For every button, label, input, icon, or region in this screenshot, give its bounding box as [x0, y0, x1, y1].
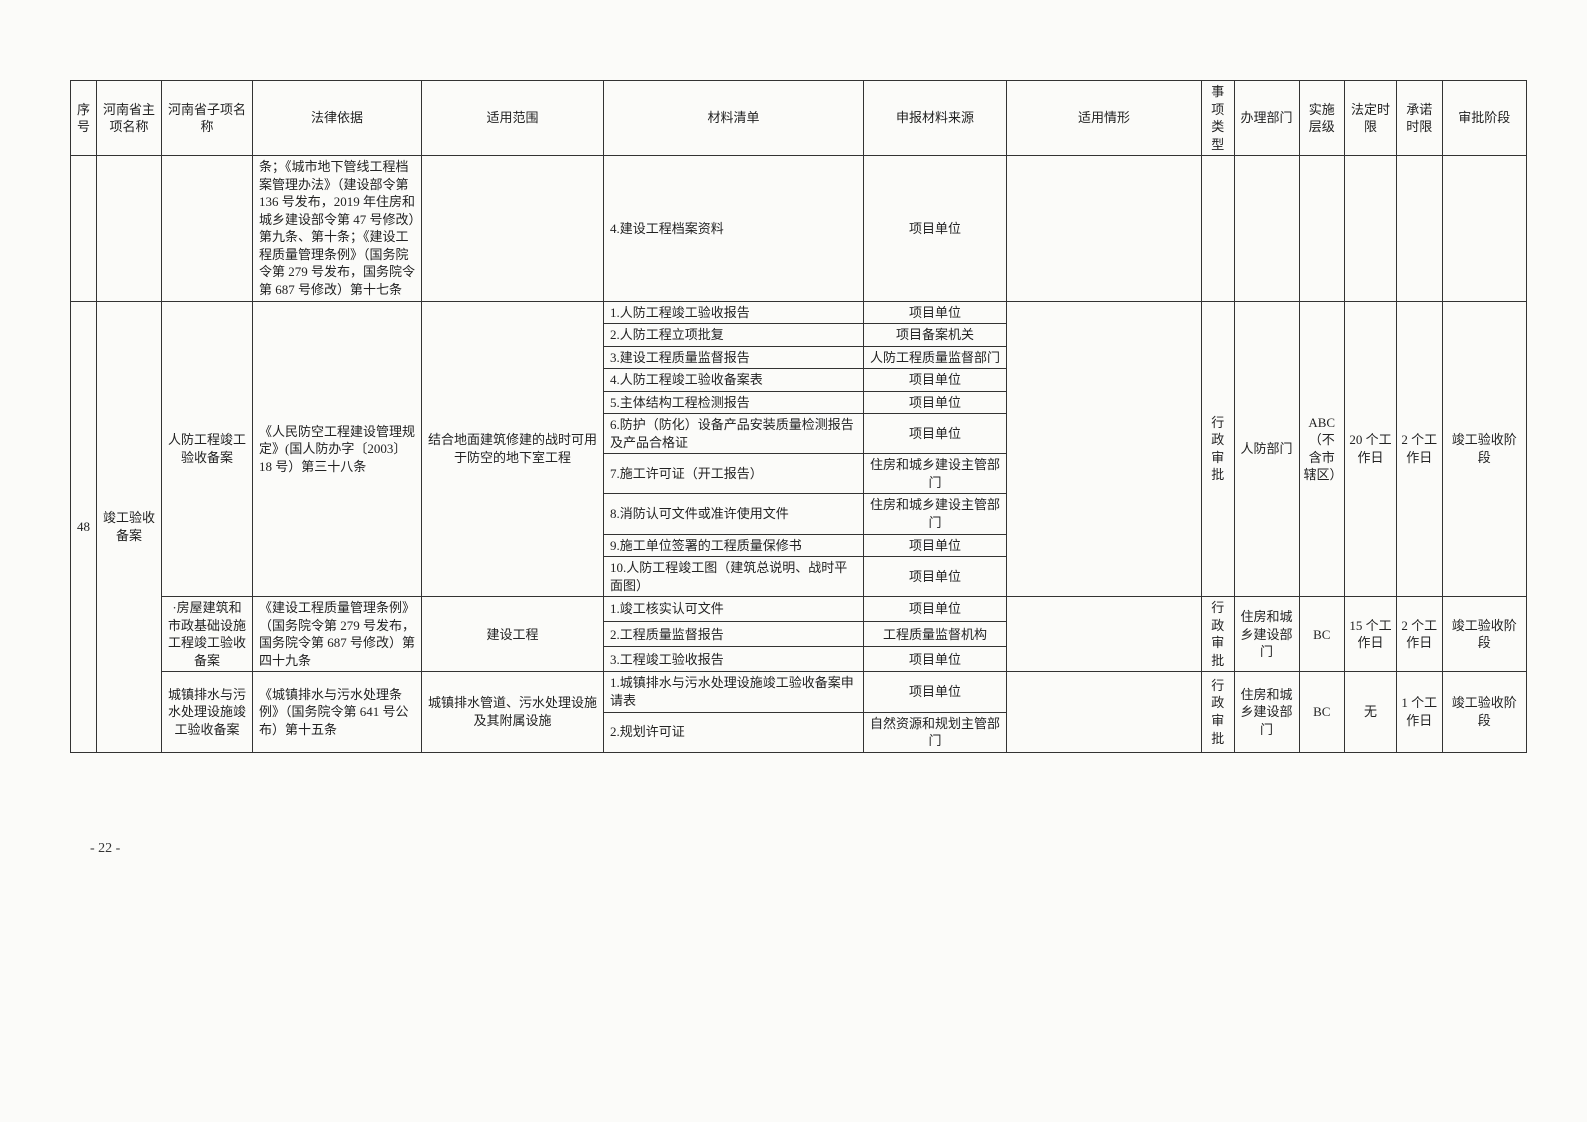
cell-main: 竣工验收备案: [97, 301, 162, 752]
cell-sub3-statutory: 无: [1345, 672, 1397, 752]
cell-sub1-type: 行政审批: [1202, 301, 1235, 597]
table-row: 城镇排水与污水处理设施竣工验收备案 《城镇排水与污水处理条例》（国务院令第 64…: [71, 672, 1527, 712]
cell-material: 10.人防工程竣工图（建筑总说明、战时平面图）: [604, 557, 864, 597]
table-row: 48 竣工验收备案 人防工程竣工验收备案 《人民防空工程建设管理规定》(国人防办…: [71, 301, 1527, 324]
cell-sub2: ·房屋建筑和市政基础设施工程竣工验收备案: [162, 597, 253, 672]
cell-material: 7.施工许可证（开工报告）: [604, 454, 864, 494]
cell-sub2-level: BC: [1299, 597, 1345, 672]
header-law: 法律依据: [253, 81, 422, 156]
cell-sub1-promise: 2 个工作日: [1397, 301, 1443, 597]
table-header-row: 序号 河南省主项名称 河南省子项名称 法律依据 适用范围 材料清单 申报材料来源…: [71, 81, 1527, 156]
cell-type-cont: [1202, 156, 1235, 301]
cell-sub2-statutory: 15 个工作日: [1345, 597, 1397, 672]
table-row: 条；《城市地下管线工程档案管理办法》（建设部令第 136 号发布，2019 年住…: [71, 156, 1527, 301]
cell-dept-cont: [1234, 156, 1299, 301]
cell-statutory-cont: [1345, 156, 1397, 301]
cell-source: 项目单位: [864, 534, 1007, 557]
header-materials: 材料清单: [604, 81, 864, 156]
cell-sub3-dept: 住房和城乡建设部门: [1234, 672, 1299, 752]
cell-sub1-statutory: 20 个工作日: [1345, 301, 1397, 597]
page-number: - 22 -: [90, 841, 120, 857]
cell-material: 1.竣工核实认可文件: [604, 597, 864, 622]
header-scope: 适用范围: [422, 81, 604, 156]
cell-seq-cont: [71, 156, 97, 301]
header-statutory: 法定时限: [1345, 81, 1397, 156]
cell-sub3-level: BC: [1299, 672, 1345, 752]
cell-source: 项目单位: [864, 597, 1007, 622]
cell-sub1-dept: 人防部门: [1234, 301, 1299, 597]
cell-source: 项目单位: [864, 414, 1007, 454]
cell-source: 项目备案机关: [864, 324, 1007, 347]
cell-sub2-type: 行政审批: [1202, 597, 1235, 672]
cell-material: 3.建设工程质量监督报告: [604, 346, 864, 369]
cell-level-cont: [1299, 156, 1345, 301]
cell-stage-cont: [1442, 156, 1527, 301]
cell-source: 住房和城乡建设主管部门: [864, 454, 1007, 494]
cell-seq: 48: [71, 301, 97, 752]
cell-source: 项目单位: [864, 391, 1007, 414]
cell-material: 1.城镇排水与污水处理设施竣工验收备案申请表: [604, 672, 864, 712]
cell-sub2-promise: 2 个工作日: [1397, 597, 1443, 672]
cell-sub2-case: [1007, 597, 1202, 672]
cell-sub3-case: [1007, 672, 1202, 752]
cell-material-cont: 4.建设工程档案资料: [604, 156, 864, 301]
cell-material: 2.工程质量监督报告: [604, 622, 864, 647]
header-main: 河南省主项名称: [97, 81, 162, 156]
header-type: 事项类型: [1202, 81, 1235, 156]
cell-sub1-case: [1007, 301, 1202, 597]
cell-material: 9.施工单位签署的工程质量保修书: [604, 534, 864, 557]
cell-sub1: 人防工程竣工验收备案: [162, 301, 253, 597]
cell-material: 6.防护（防化）设备产品安装质量检测报告及产品合格证: [604, 414, 864, 454]
cell-sub3-scope: 城镇排水管道、污水处理设施及其附属设施: [422, 672, 604, 752]
cell-material: 4.人防工程竣工验收备案表: [604, 369, 864, 392]
cell-sub1-stage: 竣工验收阶段: [1442, 301, 1527, 597]
cell-source: 人防工程质量监督部门: [864, 346, 1007, 369]
cell-sub2-law: 《建设工程质量管理条例》（国务院令第 279 号发布，国务院令第 687 号修改…: [253, 597, 422, 672]
cell-sub2-dept: 住房和城乡建设部门: [1234, 597, 1299, 672]
cell-sub2-stage: 竣工验收阶段: [1442, 597, 1527, 672]
approval-table: 序号 河南省主项名称 河南省子项名称 法律依据 适用范围 材料清单 申报材料来源…: [70, 80, 1527, 753]
cell-sub2-scope: 建设工程: [422, 597, 604, 672]
header-dept: 办理部门: [1234, 81, 1299, 156]
cell-sub3-type: 行政审批: [1202, 672, 1235, 752]
document-page: 序号 河南省主项名称 河南省子项名称 法律依据 适用范围 材料清单 申报材料来源…: [0, 0, 1587, 1122]
table-row: ·房屋建筑和市政基础设施工程竣工验收备案 《建设工程质量管理条例》（国务院令第 …: [71, 597, 1527, 622]
cell-source: 项目单位: [864, 557, 1007, 597]
cell-sub3-promise: 1 个工作日: [1397, 672, 1443, 752]
cell-source: 项目单位: [864, 369, 1007, 392]
cell-scope-cont: [422, 156, 604, 301]
cell-material: 3.工程竣工验收报告: [604, 647, 864, 672]
cell-material: 2.人防工程立项批复: [604, 324, 864, 347]
cell-main-cont: [97, 156, 162, 301]
cell-case-cont: [1007, 156, 1202, 301]
cell-sub3: 城镇排水与污水处理设施竣工验收备案: [162, 672, 253, 752]
cell-sub-cont: [162, 156, 253, 301]
cell-sub3-stage: 竣工验收阶段: [1442, 672, 1527, 752]
cell-material: 5.主体结构工程检测报告: [604, 391, 864, 414]
cell-law-cont: 条；《城市地下管线工程档案管理办法》（建设部令第 136 号发布，2019 年住…: [253, 156, 422, 301]
cell-sub1-law: 《人民防空工程建设管理规定》(国人防办字〔2003〕18 号）第三十八条: [253, 301, 422, 597]
cell-source-cont: 项目单位: [864, 156, 1007, 301]
cell-source: 项目单位: [864, 301, 1007, 324]
cell-source: 住房和城乡建设主管部门: [864, 494, 1007, 534]
cell-material: 2.规划许可证: [604, 712, 864, 752]
cell-sub1-level: ABC（不含市辖区）: [1299, 301, 1345, 597]
cell-material: 1.人防工程竣工验收报告: [604, 301, 864, 324]
cell-material: 8.消防认可文件或准许使用文件: [604, 494, 864, 534]
header-level: 实施层级: [1299, 81, 1345, 156]
header-case: 适用情形: [1007, 81, 1202, 156]
header-seq: 序号: [71, 81, 97, 156]
header-source: 申报材料来源: [864, 81, 1007, 156]
cell-source: 项目单位: [864, 647, 1007, 672]
header-stage: 审批阶段: [1442, 81, 1527, 156]
cell-source: 项目单位: [864, 672, 1007, 712]
cell-source: 自然资源和规划主管部门: [864, 712, 1007, 752]
cell-sub3-law: 《城镇排水与污水处理条例》（国务院令第 641 号公布）第十五条: [253, 672, 422, 752]
cell-sub1-scope: 结合地面建筑修建的战时可用于防空的地下室工程: [422, 301, 604, 597]
header-sub: 河南省子项名称: [162, 81, 253, 156]
cell-source: 工程质量监督机构: [864, 622, 1007, 647]
cell-promise-cont: [1397, 156, 1443, 301]
header-promise: 承诺时限: [1397, 81, 1443, 156]
